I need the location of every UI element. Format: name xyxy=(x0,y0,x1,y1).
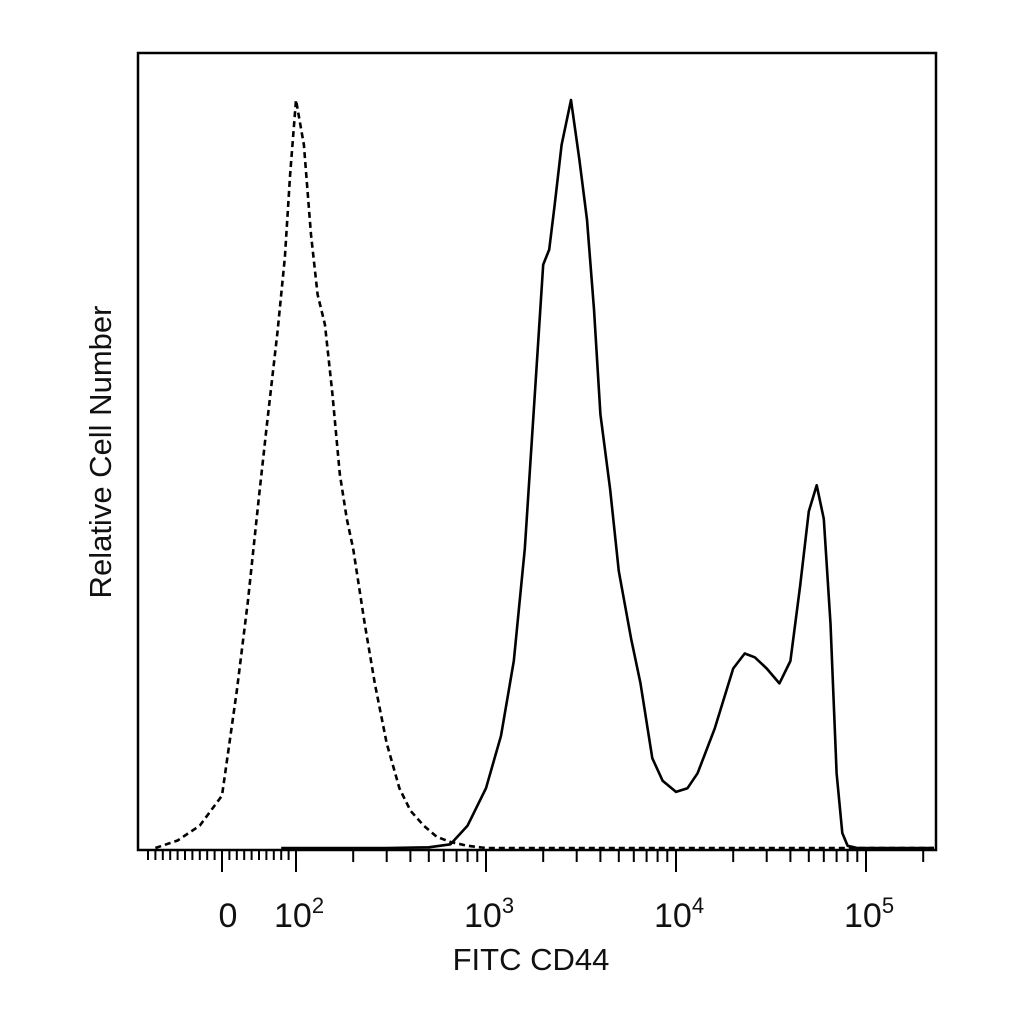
x-axis-title: FITC CD44 xyxy=(453,942,610,977)
x-tick-label: 102 xyxy=(274,893,324,935)
control-histogram-line xyxy=(154,98,934,850)
x-axis-ticks xyxy=(147,850,925,872)
x-tick-label: 105 xyxy=(844,893,894,935)
x-tick-label: 103 xyxy=(464,893,514,935)
x-tick-label: 104 xyxy=(654,893,704,935)
series-layer xyxy=(154,98,934,850)
cd44-histogram-line xyxy=(281,98,934,850)
y-axis-title: Relative Cell Number xyxy=(83,306,118,599)
x-tick-label: 0 xyxy=(219,897,238,935)
x-tick-labels: 0 102 103 104 105 xyxy=(219,893,895,935)
plot-frame xyxy=(136,51,938,852)
